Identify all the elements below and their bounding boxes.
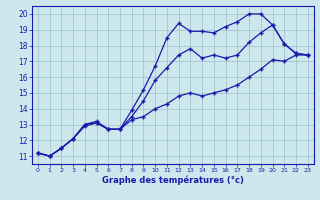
- X-axis label: Graphe des températures (°c): Graphe des températures (°c): [102, 176, 244, 185]
